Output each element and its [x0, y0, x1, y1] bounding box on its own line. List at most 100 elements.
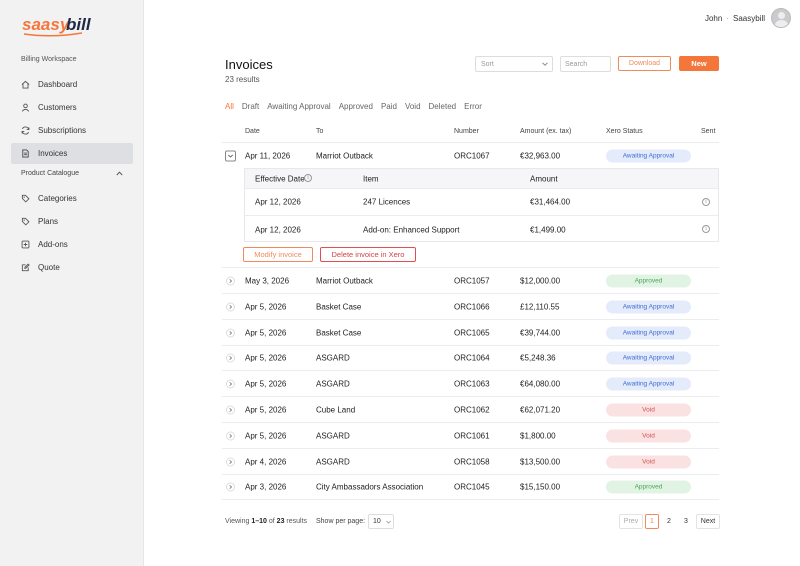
invoice-number[interactable]: ORC1058: [454, 457, 490, 467]
invoice-to: Cube Land: [316, 405, 356, 415]
tab-all[interactable]: All: [225, 102, 234, 111]
new-invoice-button[interactable]: New: [679, 56, 719, 71]
divider: [222, 448, 719, 449]
collapse-row-icon[interactable]: [225, 150, 236, 162]
sidebar-item-categories[interactable]: Categories: [11, 188, 133, 209]
line-item: 247 Licences: [363, 197, 411, 207]
tab-paid[interactable]: Paid: [380, 102, 397, 111]
table-row[interactable]: May 3, 2026 Marriot Outback ORC1057 $12,000…: [222, 268, 719, 294]
tab-error[interactable]: Error: [464, 102, 482, 111]
prev-page-button[interactable]: Prev: [619, 514, 643, 529]
invoice-number[interactable]: ORC1066: [454, 302, 490, 312]
line-date: Apr 12, 2026: [255, 225, 301, 234]
sidebar-item-plans[interactable]: Plans: [11, 211, 133, 232]
sidebar-item-label: Dashboard: [38, 80, 78, 89]
section-label: Product Catalogue: [21, 170, 79, 177]
download-button[interactable]: Download: [618, 56, 671, 71]
viewing-range: 1–10: [251, 518, 267, 525]
table-row-expanded[interactable]: Apr 11, 2026 Marriot Outback ORC1067 €32…: [222, 143, 719, 169]
sidebar-item-invoices[interactable]: Invoices: [11, 143, 133, 164]
table-row[interactable]: Apr 4, 2026 ASGARD ORC1058 $13,500.00 Void: [222, 449, 719, 475]
expand-row-icon[interactable]: [226, 276, 235, 286]
invoice-number[interactable]: ORC1067: [454, 151, 490, 161]
table-row[interactable]: Apr 5, 2026 Basket Case ORC1065 €39,744.00 A…: [222, 320, 719, 346]
column-header-number[interactable]: Number: [454, 128, 479, 135]
invoice-number[interactable]: ORC1057: [454, 276, 490, 286]
invoice-number[interactable]: ORC1062: [454, 405, 490, 415]
saasybill-logo[interactable]: saasy bill: [22, 14, 102, 38]
invoice-to: ASGARD: [316, 457, 350, 467]
tag-icon: [21, 217, 30, 226]
expand-row-icon[interactable]: [226, 482, 235, 492]
invoice-to: City Ambassadors Association: [316, 482, 424, 492]
status-badge: Void: [606, 429, 691, 443]
search-input[interactable]: Search: [560, 56, 611, 72]
page-1-button[interactable]: 1: [645, 514, 659, 529]
info-icon[interactable]: i: [702, 198, 710, 206]
result-count: 23 results: [225, 75, 260, 84]
tab-approved[interactable]: Approved: [338, 102, 373, 111]
tab-awaiting-approval[interactable]: Awaiting Approval: [267, 102, 331, 111]
expand-row-icon[interactable]: [226, 405, 235, 415]
invoice-date: Apr 5, 2026: [245, 328, 287, 338]
avatar[interactable]: [771, 8, 791, 28]
invoice-number[interactable]: ORC1063: [454, 379, 490, 389]
sidebar-item-add-ons[interactable]: Add-ons: [11, 234, 133, 255]
sidebar-item-subscriptions[interactable]: Subscriptions: [11, 120, 133, 141]
sidebar-item-customers[interactable]: Customers: [11, 97, 133, 118]
tag-icon: [21, 194, 30, 203]
invoice-number[interactable]: ORC1065: [454, 328, 490, 338]
page-2-button[interactable]: 2: [667, 518, 671, 525]
invoice-amount: €62,071.20: [520, 405, 561, 415]
invoice-amount: $15,150.00: [520, 482, 561, 492]
expand-row-icon[interactable]: [226, 379, 235, 389]
viewing-results: results: [286, 518, 308, 525]
expand-row-icon[interactable]: [226, 328, 235, 338]
sidebar-item-label: Plans: [38, 217, 59, 226]
column-header-date[interactable]: Date: [245, 128, 260, 135]
modify-invoice-button[interactable]: Modify invoice: [243, 247, 313, 262]
sort-select[interactable]: Sort: [475, 56, 553, 72]
column-header-amount[interactable]: Amount (ex. tax): [520, 128, 572, 135]
invoice-number[interactable]: ORC1045: [454, 482, 490, 492]
info-icon[interactable]: i: [702, 225, 710, 233]
tab-deleted[interactable]: Deleted: [428, 102, 457, 111]
sidebar-item-quote[interactable]: Quote: [11, 257, 133, 278]
edit-icon: [21, 263, 30, 272]
table-row[interactable]: Apr 5, 2026 ASGARD ORC1063 €64,080.00 Awaiti…: [222, 371, 719, 397]
tab-void[interactable]: Void: [404, 102, 421, 111]
expand-row-icon[interactable]: [226, 457, 235, 467]
user-menu[interactable]: John · Saasybill: [705, 8, 791, 28]
divider: [222, 370, 719, 371]
table-row[interactable]: Apr 5, 2026 Cube Land ORC1062 €62,071.20 Voi…: [222, 397, 719, 423]
table-row[interactable]: Apr 5, 2026 ASGARD ORC1064 €5,248.36 Awaitin…: [222, 345, 719, 371]
table-row[interactable]: Apr 5, 2026 ASGARD ORC1061 $1,800.00 Void: [222, 423, 719, 449]
expand-row-icon[interactable]: [226, 302, 235, 312]
info-icon[interactable]: i: [304, 174, 312, 182]
tab-draft[interactable]: Draft: [241, 102, 260, 111]
invoice-number[interactable]: ORC1064: [454, 353, 490, 363]
product-catalogue-toggle[interactable]: Product Catalogue: [21, 170, 123, 177]
invoice-date: Apr 11, 2026: [245, 151, 291, 161]
delete-invoice-button[interactable]: Delete invoice in Xero: [320, 247, 416, 262]
refresh-icon: [21, 126, 30, 135]
page-3-button[interactable]: 3: [684, 518, 688, 525]
per-page-value: 10: [373, 518, 381, 525]
invoice-amount: $1,800.00: [520, 431, 556, 441]
invoice-number[interactable]: ORC1061: [454, 431, 490, 441]
column-header-xero-status[interactable]: Xero Status: [606, 128, 643, 135]
sidebar-item-dashboard[interactable]: Dashboard: [11, 74, 133, 95]
expand-row-icon[interactable]: [226, 353, 235, 363]
column-header-to[interactable]: To: [316, 128, 324, 135]
per-page-select[interactable]: 10: [368, 514, 394, 529]
table-row[interactable]: Apr 5, 2026 Basket Case ORC1066 £12,110.55 A…: [222, 294, 719, 320]
viewing-of: of: [268, 518, 275, 525]
invoice-amount: $12,000.00: [520, 276, 561, 286]
viewing-total: 23: [276, 518, 285, 525]
divider: [222, 396, 719, 397]
status-badge: Awaiting Approval: [606, 326, 691, 340]
table-row[interactable]: Apr 3, 2026 City Ambassadors Association O…: [222, 474, 719, 500]
expand-row-icon[interactable]: [226, 431, 235, 441]
column-header-sent[interactable]: Sent: [701, 128, 716, 135]
next-page-button[interactable]: Next: [696, 514, 720, 529]
